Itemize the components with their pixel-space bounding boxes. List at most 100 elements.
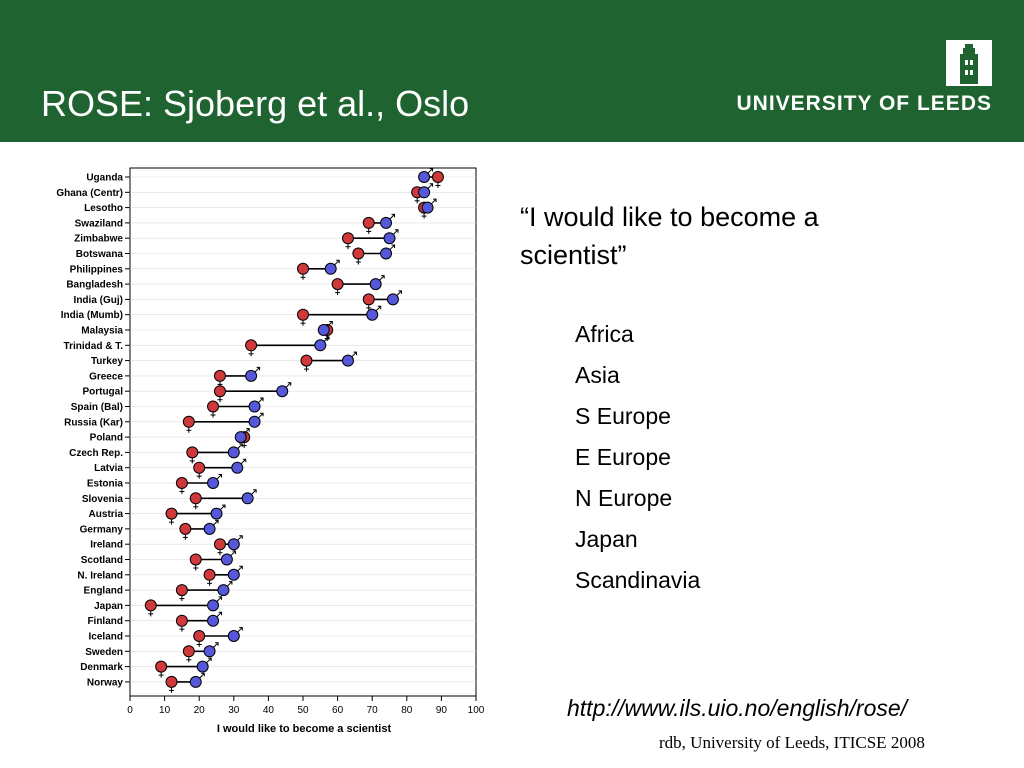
male-symbol-icon	[324, 259, 340, 275]
female-symbol-icon	[186, 446, 199, 464]
female-symbol-icon	[213, 385, 226, 403]
female-symbol-icon	[155, 660, 168, 678]
category-label: Latvia	[94, 463, 123, 474]
male-symbol-icon	[383, 229, 399, 245]
category-label: Malaysia	[81, 326, 123, 337]
female-symbol-icon	[297, 308, 309, 326]
female-symbol-icon	[179, 522, 192, 540]
category-label: Poland	[90, 433, 123, 444]
male-symbol-icon	[245, 366, 261, 382]
female-symbol-icon	[300, 354, 313, 372]
male-symbol-icon	[248, 397, 264, 413]
male-symbol-icon	[227, 627, 243, 642]
region-item-africa: Africa	[575, 321, 634, 347]
x-tick-label: 10	[159, 705, 171, 716]
x-tick-label: 50	[297, 705, 309, 716]
female-symbol-icon	[362, 216, 375, 234]
category-label: Ireland	[90, 540, 123, 551]
category-label: Ghana (Centr)	[56, 188, 123, 199]
category-label: Spain (Bal)	[71, 402, 123, 413]
category-label: Scotland	[81, 555, 123, 566]
male-symbol-icon	[210, 504, 226, 520]
region-item-japan: Japan	[575, 526, 638, 552]
category-label: Japan	[94, 601, 123, 612]
male-symbol-icon	[220, 550, 236, 566]
male-symbol-icon	[248, 412, 264, 428]
slide-title: ROSE: Sjoberg et al., Oslo	[41, 83, 470, 124]
male-symbol-icon	[241, 489, 257, 505]
female-symbol-icon	[213, 369, 226, 387]
male-symbol-icon	[203, 519, 219, 535]
female-symbol-icon	[189, 492, 202, 510]
x-tick-label: 20	[194, 705, 206, 716]
female-symbol-icon	[207, 400, 220, 418]
category-label: Zimbabwe	[74, 234, 123, 245]
male-symbol-icon	[234, 428, 250, 444]
female-symbol-icon	[431, 171, 444, 188]
female-symbol-icon	[189, 553, 202, 571]
male-symbol-icon	[314, 336, 330, 352]
male-symbol-icon	[276, 382, 292, 398]
female-symbol-icon	[193, 630, 206, 647]
male-symbol-icon	[196, 657, 212, 673]
female-symbol-icon	[182, 415, 195, 433]
category-label: Iceland	[89, 632, 123, 643]
female-symbol-icon	[182, 645, 195, 663]
male-symbol-icon	[366, 305, 382, 321]
female-symbol-icon	[331, 278, 344, 296]
category-label: Germany	[80, 524, 124, 535]
male-symbol-icon	[207, 611, 223, 627]
category-label: Trinidad & T.	[64, 341, 124, 352]
category-label: Greece	[89, 371, 123, 382]
female-symbol-icon	[175, 477, 188, 494]
category-label: Portugal	[82, 387, 123, 398]
female-symbol-icon	[175, 614, 188, 632]
male-symbol-icon	[189, 672, 205, 688]
category-label: Sweden	[85, 647, 123, 658]
male-symbol-icon	[207, 474, 223, 489]
female-symbol-icon	[362, 293, 375, 311]
dot-chart: Uganda Ghana (Centr) Lesotho Swaziland Zimba…	[56, 167, 485, 735]
region-item-scandinavia: Scandinavia	[575, 567, 701, 593]
x-tick-label: 60	[332, 705, 344, 716]
female-symbol-icon	[193, 461, 206, 479]
male-symbol-icon	[217, 581, 233, 597]
male-symbol-icon	[227, 535, 243, 551]
x-tick-label: 80	[401, 705, 413, 716]
category-label: Slovenia	[82, 494, 124, 505]
region-item-asia: Asia	[575, 362, 620, 388]
source-link[interactable]: http://www.ils.uio.no/english/rose/	[567, 695, 908, 721]
male-symbol-icon	[341, 351, 357, 367]
female-symbol-icon	[175, 584, 188, 602]
male-symbol-icon	[421, 198, 437, 214]
category-label: N. Ireland	[77, 570, 123, 581]
category-label: India (Guj)	[74, 295, 123, 306]
category-label: Russia (Kar)	[64, 417, 123, 428]
x-axis-label: I would like to become a scientist	[217, 723, 392, 735]
region-list: Africa Asia S Europe E Europe N Europe J…	[575, 314, 700, 601]
category-label: India (Mumb)	[61, 310, 123, 321]
female-symbol-icon	[341, 232, 354, 250]
male-symbol-icon	[418, 183, 434, 199]
category-label: Norway	[87, 677, 124, 688]
male-symbol-icon	[380, 244, 396, 260]
male-symbol-icon	[380, 213, 396, 229]
quote-text: “I would like to become a scientist”	[520, 202, 819, 270]
male-symbol-icon	[418, 168, 434, 183]
female-symbol-icon	[297, 262, 309, 280]
male-symbol-icon	[317, 321, 333, 336]
x-tick-label: 40	[263, 705, 275, 716]
male-symbol-icon	[207, 596, 223, 612]
female-symbol-icon	[213, 538, 226, 556]
x-tick-label: 70	[367, 705, 379, 716]
male-symbol-icon	[227, 443, 243, 459]
x-tick-label: 90	[436, 705, 448, 716]
category-label: Uganda	[86, 173, 123, 184]
category-label: Denmark	[80, 662, 123, 673]
category-label: Swaziland	[75, 218, 123, 229]
category-label: Estonia	[87, 479, 124, 490]
male-symbol-icon	[227, 565, 243, 581]
male-symbol-icon	[386, 290, 402, 306]
x-tick-label: 30	[228, 705, 240, 716]
category-label: Lesotho	[84, 203, 123, 214]
